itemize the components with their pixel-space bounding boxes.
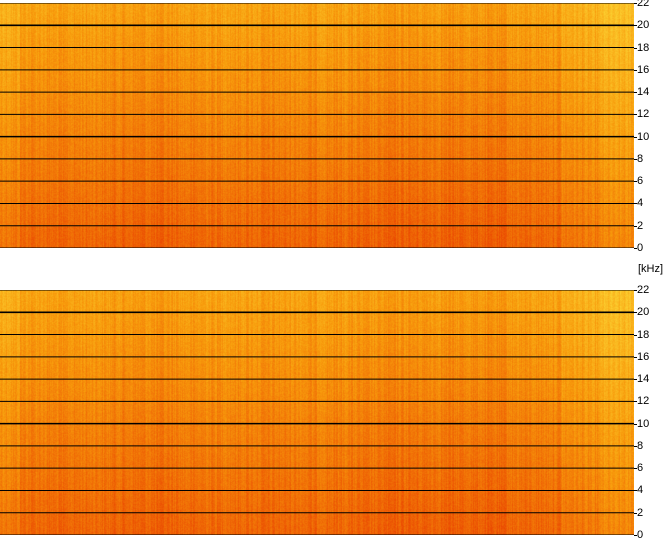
spectrogram-image [0,3,634,248]
y-tick-label: 2 [637,506,644,519]
y-tick-mark [634,248,637,249]
gridlines [0,290,634,535]
y-tick-mark [634,424,637,425]
y-tick-mark [634,490,637,491]
y-tick-label: 2 [637,219,644,232]
y-tick-mark [634,159,637,160]
y-axis-bottom: 0 2 4 6 8 10 12 14 16 18 20 22 [634,284,664,541]
y-tick-mark [634,3,637,4]
y-tick-label: 6 [637,462,644,475]
y-tick-label: 10 [637,417,650,430]
y-tick-label: 14 [637,86,650,99]
y-tick-mark [634,181,637,182]
spectrogram-top [0,3,634,248]
y-tick-mark [634,357,637,358]
y-tick-label: 12 [637,395,650,408]
y-tick-mark [634,379,637,380]
y-tick-label: 22 [637,0,650,9]
y-axis-top: 0 2 4 6 8 10 12 14 16 18 20 22 [634,0,664,254]
y-tick-label: 16 [637,350,650,363]
y-tick-label: 18 [637,328,650,341]
spectrogram-image [0,290,634,535]
y-tick-label: 0 [637,242,644,254]
y-tick-mark [634,446,637,447]
y-tick-label: 8 [637,152,644,165]
y-tick-mark [634,114,637,115]
y-tick-label: 20 [637,306,650,319]
y-tick-mark [634,401,637,402]
y-tick-mark [634,70,637,71]
y-tick-mark [634,25,637,26]
y-tick-mark [634,468,637,469]
y-tick-mark [634,312,637,313]
y-tick-label: 20 [637,19,650,32]
spectrogram-bottom [0,290,634,535]
y-tick-label: 16 [637,63,650,76]
axis-unit-label: [kHz] [638,263,664,275]
y-tick-mark [634,290,637,291]
y-tick-label: 8 [637,439,644,452]
y-tick-label: 6 [637,175,644,188]
y-tick-mark [634,513,637,514]
y-tick-mark [634,335,637,336]
y-tick-label: 18 [637,41,650,54]
gridlines [0,3,634,248]
y-tick-mark [634,48,637,49]
y-tick-label: 0 [637,529,644,541]
y-tick-mark [634,92,637,93]
y-tick-label: 12 [637,108,650,121]
y-tick-mark [634,535,637,536]
y-tick-mark [634,137,637,138]
y-tick-label: 22 [637,284,650,296]
y-tick-mark [634,226,637,227]
y-tick-label: 10 [637,130,650,143]
y-tick-label: 4 [637,484,644,497]
y-tick-label: 14 [637,373,650,386]
y-tick-label: 4 [637,197,644,210]
y-tick-mark [634,203,637,204]
